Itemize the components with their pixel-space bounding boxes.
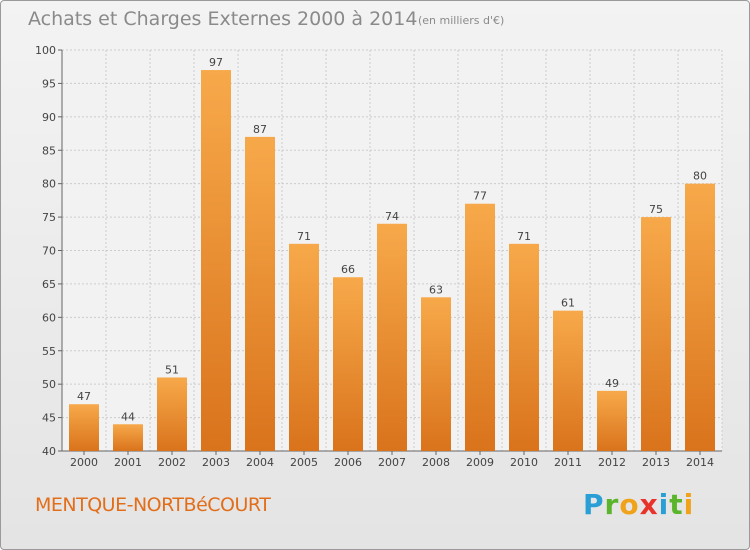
x-tick-label: 2008 [422, 456, 450, 469]
brand-letter: i [658, 488, 670, 521]
brand-letter: P [583, 488, 605, 521]
bar [157, 377, 187, 451]
x-tick-label: 2013 [642, 456, 670, 469]
x-tick-label: 2002 [158, 456, 186, 469]
y-tick-label: 95 [42, 77, 56, 90]
brand-letter: x [639, 488, 659, 521]
y-tick-label: 75 [42, 211, 56, 224]
y-tick-label: 40 [42, 445, 56, 458]
data-label: 97 [209, 56, 223, 69]
bar [421, 297, 451, 451]
data-label: 47 [77, 390, 91, 403]
brand-letter: i [683, 488, 695, 521]
bar [245, 136, 275, 451]
x-tick-label: 2014 [686, 456, 714, 469]
data-label: 49 [605, 377, 619, 390]
data-label: 44 [121, 410, 135, 423]
brand-letter: t [669, 488, 684, 521]
data-label: 66 [341, 263, 355, 276]
x-tick-label: 2006 [334, 456, 362, 469]
commune-name: MENTQUE-NORTBéCOURT [35, 494, 271, 516]
x-tick-label: 2010 [510, 456, 538, 469]
y-tick-label: 55 [42, 345, 56, 358]
bar [289, 243, 319, 451]
x-tick-label: 2012 [598, 456, 626, 469]
brand-letter: o [619, 488, 640, 521]
y-tick-label: 70 [42, 245, 56, 258]
x-tick-label: 2005 [290, 456, 318, 469]
labels: 47 2000 44 2001 51 2002 97 2003 87 2004 71 2005 66 20… [70, 56, 714, 469]
y-tick-label: 65 [42, 278, 56, 291]
y-tick-label: 80 [42, 178, 56, 191]
y-tick-label: 90 [42, 111, 56, 124]
x-tick-label: 2007 [378, 456, 406, 469]
bar [685, 183, 715, 451]
chart-subtitle: (en milliers d'€) [418, 14, 505, 27]
x-tick-label: 2003 [202, 456, 230, 469]
data-label: 80 [693, 170, 707, 183]
y-tick-label: 85 [42, 144, 56, 157]
bar [333, 277, 363, 451]
bars [69, 70, 715, 452]
x-tick-label: 2000 [70, 456, 98, 469]
bar [597, 390, 627, 451]
data-label: 51 [165, 363, 179, 376]
data-label: 61 [561, 297, 575, 310]
data-label: 77 [473, 190, 487, 203]
bar [553, 310, 583, 451]
bar [201, 70, 231, 452]
data-label: 63 [429, 283, 443, 296]
bar [377, 223, 407, 451]
y-tick-label: 45 [42, 412, 56, 425]
data-label: 71 [517, 230, 531, 243]
data-label: 71 [297, 230, 311, 243]
bar [641, 217, 671, 451]
brand-letter: r [604, 488, 620, 521]
x-tick-label: 2001 [114, 456, 142, 469]
data-label: 75 [649, 203, 663, 216]
data-label: 87 [253, 123, 267, 136]
x-tick-label: 2011 [554, 456, 582, 469]
x-tick-label: 2009 [466, 456, 494, 469]
y-tick-label: 50 [42, 378, 56, 391]
chart-title: Achats et Charges Externes 2000 à 2014 [28, 8, 418, 30]
bar [509, 243, 539, 451]
y-tick-label: 60 [42, 311, 56, 324]
bar [69, 404, 99, 451]
bar [113, 424, 143, 451]
bar [465, 203, 495, 451]
x-tick-label: 2004 [246, 456, 274, 469]
data-label: 74 [385, 210, 399, 223]
y-tick-label: 100 [35, 44, 56, 57]
proxiti-logo[interactable]: Proxiti [583, 488, 694, 521]
